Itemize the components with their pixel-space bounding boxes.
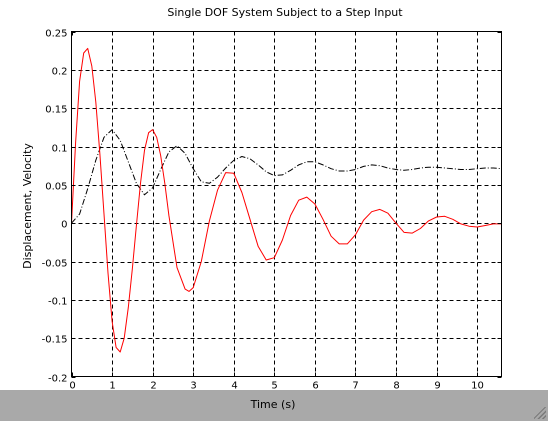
y-tick-label: -0.2 — [48, 374, 68, 385]
x-tick-label: 10 — [471, 381, 484, 391]
x-tick-label: 9 — [434, 381, 440, 391]
y-tick-label: -0.1 — [48, 297, 68, 308]
y-tick-label: -0.05 — [42, 259, 68, 270]
tick-marks — [71, 31, 502, 378]
x-tick-label: 0 — [69, 381, 75, 391]
y-tick-label: 0.15 — [45, 105, 67, 116]
y-tick-label: -0.15 — [42, 335, 68, 346]
y-tick-label: 0 — [61, 220, 67, 231]
grid-lines — [71, 31, 502, 377]
x-tick-label: 1 — [109, 381, 115, 391]
x-label-holder: Time (s) — [250, 398, 296, 411]
series-line-red — [71, 47, 502, 353]
x-tick-label: 4 — [231, 381, 237, 391]
y-axis-label: Displacement, Velocity — [21, 143, 34, 269]
x-tick-label: 5 — [271, 381, 277, 391]
plot-frame — [71, 31, 502, 377]
x-tick-label: 3 — [190, 381, 196, 391]
plot-area — [71, 31, 502, 377]
series-line-black — [71, 129, 502, 224]
figure-bottom-bar: Time (s) — [0, 390, 548, 421]
x-tick-label: 8 — [393, 381, 399, 391]
y-tick-label: 0.1 — [52, 144, 68, 155]
x-tick-label: 7 — [352, 381, 358, 391]
x-tick-label: 6 — [312, 381, 318, 391]
step-response-chart: Single DOF System Subject to a Step Inpu… — [21, 6, 502, 391]
y-tick-label: 0.25 — [45, 29, 67, 40]
resize-grip-icon[interactable] — [534, 407, 546, 419]
y-tick-label: 0.05 — [45, 182, 67, 193]
chart-title: Single DOF System Subject to a Step Inpu… — [167, 6, 403, 19]
tick-labels: 0 1 2 3 4 5 6 7 8 9 10 -0.2 -0.15 -0.1 -0.05 0 0.05 0.1 0.… — [42, 29, 484, 391]
y-tick-label: 0.2 — [52, 67, 68, 78]
series-group — [71, 47, 502, 353]
x-axis-label: Time (s) — [250, 398, 296, 411]
x-tick-label: 2 — [150, 381, 156, 391]
